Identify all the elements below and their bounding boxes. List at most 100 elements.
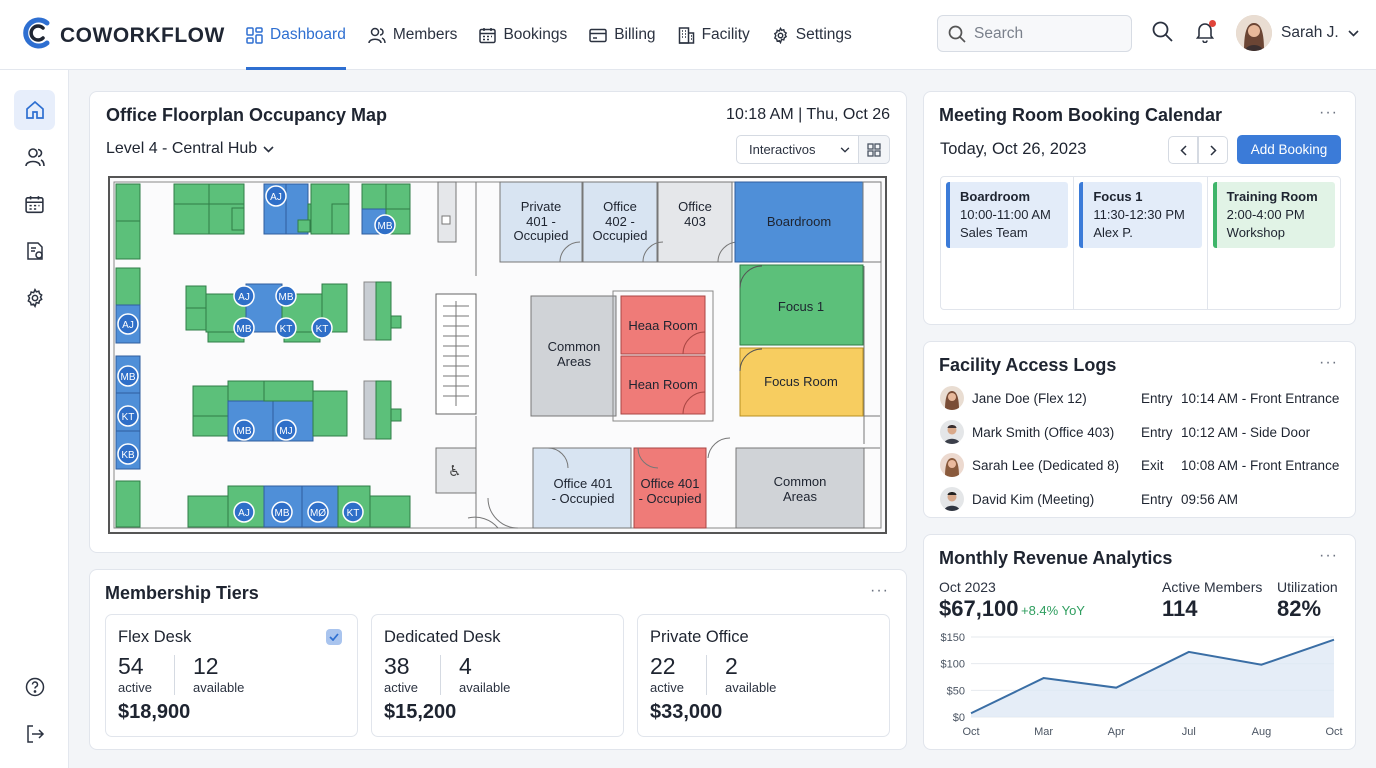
log-time: 10:08 AM - Front Entrance [1181, 457, 1340, 473]
person-badge [275, 317, 297, 339]
level-selector[interactable]: Level 4 - Central Hub [106, 140, 274, 158]
search-icon [948, 25, 966, 43]
booking-event[interactable]: Boardroom 10:00-11:00 AM Sales Team [946, 182, 1069, 248]
tier-private-office[interactable]: Private Office 22 active 2 available $33… [637, 614, 890, 737]
room-label: Common Areas [548, 339, 601, 369]
dashboard-icon [246, 26, 263, 44]
room-label: Office 402 -Occupied [593, 199, 648, 243]
svg-text:♿: ♿ [448, 462, 461, 480]
access-log-row[interactable]: Jane Doe (Flex 12) Entry 10:14 AM - Fron… [940, 385, 1340, 411]
room-heaa-room [620, 295, 706, 355]
grid-view-button[interactable] [858, 135, 890, 164]
tier-dedicated-desk[interactable]: Dedicated Desk 38 active 4 available $15… [371, 614, 624, 737]
more-options-button[interactable]: ··· [1319, 354, 1338, 371]
person-badges: AJ MB AJ MB MB KT KT AJ MB KT KB MB MJ AJ MB MØ KT [117, 185, 396, 523]
log-type: Exit [1141, 457, 1164, 473]
floorplan-card: Office Floorplan Occupancy Map 10:18 AM … [89, 91, 907, 553]
more-options-button[interactable]: ··· [1319, 104, 1338, 121]
access-log-row[interactable]: David Kim (Meeting) Entry 09:56 AM [940, 486, 1340, 512]
top-bar: COWORKFLOW Dashboard Members Bookings Bi… [0, 0, 1376, 70]
tier-name: Dedicated Desk [384, 628, 501, 646]
person-badge [342, 501, 364, 523]
person-badge [233, 285, 255, 307]
room-hean-room [620, 355, 706, 415]
chevron-right-icon [1209, 144, 1217, 156]
access-log-row[interactable]: Sarah Lee (Dedicated 8) Exit 10:08 AM - … [940, 452, 1340, 478]
event-owner: Alex P. [1093, 225, 1133, 240]
sidebar-item-calendar[interactable] [14, 184, 55, 224]
tier-active-label: active [384, 680, 418, 695]
tier-active-count: 54 [118, 653, 144, 679]
tier-checkbox[interactable] [326, 629, 342, 645]
divider [174, 655, 175, 695]
avatar [1236, 15, 1272, 51]
event-owner: Sales Team [960, 225, 1028, 240]
revenue-yoy: +8.4% YoY [1021, 603, 1085, 618]
nav-bookings[interactable]: Bookings [479, 0, 567, 70]
log-time: 09:56 AM [1181, 491, 1239, 507]
access-title: Facility Access Logs [939, 355, 1117, 375]
floorplan-datetime: 10:18 AM | Thu, Oct 26 [726, 106, 890, 123]
tier-available-label: available [725, 680, 777, 695]
next-day-button[interactable] [1198, 136, 1228, 164]
tier-name: Flex Desk [118, 628, 192, 646]
booking-column: Focus 1 11:30-12:30 PM Alex P. [1074, 177, 1208, 309]
more-options-button[interactable]: ··· [870, 582, 889, 599]
search-button[interactable] [1152, 21, 1173, 47]
access-log-row[interactable]: Mark Smith (Office 403) Entry 10:12 AM -… [940, 419, 1340, 445]
more-options-button[interactable]: ··· [1319, 547, 1338, 564]
person-badge-label: MB [237, 324, 252, 335]
room-label: Common Areas [774, 474, 827, 504]
booking-event[interactable]: Focus 1 11:30-12:30 PM Alex P. [1079, 182, 1202, 248]
room-label: Office 403 [678, 199, 712, 229]
search-input[interactable] [974, 24, 1124, 43]
person-badge-label: KT [280, 324, 293, 335]
chevron-down-icon [1348, 29, 1359, 37]
sidebar-item-billing[interactable] [14, 231, 55, 271]
sidebar-item-logout[interactable] [14, 714, 55, 754]
notification-dot [1209, 20, 1216, 27]
nav-billing[interactable]: Billing [589, 0, 656, 70]
nav-label: Settings [795, 26, 852, 43]
user-menu[interactable]: Sarah J. [1236, 15, 1359, 51]
room-focus-room [739, 347, 864, 417]
nav-settings[interactable]: Settings [772, 0, 852, 70]
sidebar-item-members[interactable] [14, 137, 55, 177]
nav-facility[interactable]: Facility [678, 0, 750, 70]
room-common-areas-2 [735, 447, 865, 529]
booking-event[interactable]: Training Room 2:00-4:00 PM Workshop [1212, 182, 1335, 248]
tier-name: Private Office [650, 628, 749, 646]
nav-dashboard[interactable]: Dashboard [246, 0, 346, 70]
nav-members[interactable]: Members [368, 0, 457, 70]
room-label: Focus Room [764, 374, 838, 389]
view-mode-select[interactable]: Interactivos [736, 135, 859, 164]
revenue-card: Monthly Revenue Analytics ··· Oct 2023 $… [923, 534, 1356, 750]
y-tick-label: $0 [953, 712, 965, 724]
person-badge [275, 419, 297, 441]
person-badge-label: AJ [238, 292, 250, 303]
brand[interactable]: COWORKFLOW [22, 16, 225, 55]
gear-icon [26, 288, 43, 308]
utility-room [437, 181, 457, 243]
tier-available-count: 2 [725, 653, 738, 679]
c-logo-icon [22, 16, 52, 55]
chevron-left-icon [1179, 144, 1187, 156]
chevron-down-icon [840, 146, 850, 153]
sidebar-item-settings[interactable] [14, 278, 55, 318]
notifications-button[interactable] [1195, 20, 1216, 48]
sidebar-item-home[interactable] [14, 90, 55, 130]
person-badge [117, 365, 139, 387]
tier-flex-desk[interactable]: Flex Desk 54 active 12 available $18,900 [105, 614, 358, 737]
add-booking-button[interactable]: Add Booking [1237, 135, 1341, 164]
prev-day-button[interactable] [1168, 136, 1198, 164]
tier-active-count: 38 [384, 653, 410, 679]
sidebar-item-help[interactable] [14, 667, 55, 707]
person-badge-label: MØ [310, 508, 326, 519]
floorplan-map[interactable]: AJ MB AJ MB MB KT KT AJ MB KT KB MB MJ AJ MB MØ KT ♿ Pri… [108, 176, 888, 536]
room-label: Office 401- Occupied [552, 476, 615, 506]
bell-icon [1195, 23, 1215, 44]
utilization-value: 82% [1277, 596, 1322, 621]
active-members-value: 114 [1162, 596, 1198, 621]
room-focus-1 [739, 264, 864, 346]
log-type: Entry [1141, 491, 1173, 507]
